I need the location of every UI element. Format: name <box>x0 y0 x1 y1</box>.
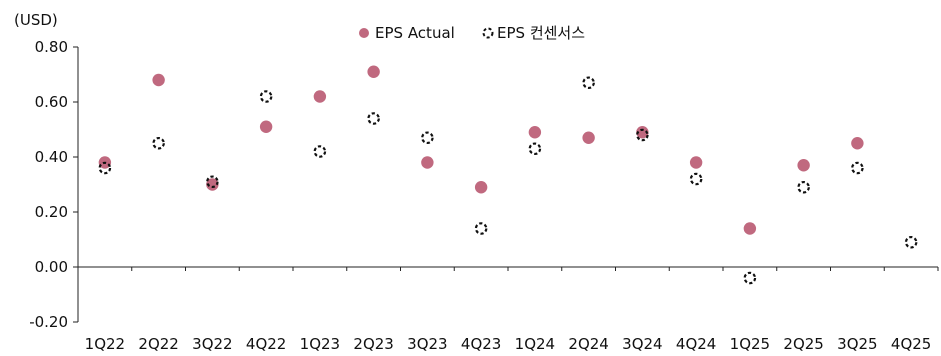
x-tick-label: 3Q23 <box>407 335 447 353</box>
x-tick-label: 2Q22 <box>138 335 178 353</box>
y-tick-label: 0.20 <box>35 203 68 221</box>
eps-actual-point <box>367 65 380 78</box>
eps-actual-point <box>797 159 810 172</box>
legend-marker-eps-actual <box>359 28 369 38</box>
eps-consensus-point <box>689 172 703 186</box>
y-tick-label: -0.20 <box>29 313 68 331</box>
x-tick-label: 4Q25 <box>891 335 931 353</box>
x-tick-label: 4Q22 <box>246 335 286 353</box>
eps-actual-point <box>421 156 434 169</box>
y-tick-label: 0.80 <box>35 38 68 56</box>
eps-consensus-point <box>367 112 380 125</box>
eps-consensus-point <box>743 271 757 285</box>
eps-actual-point <box>152 73 165 87</box>
x-tick-label: 3Q22 <box>192 335 232 353</box>
eps-actual-point <box>636 126 649 139</box>
legend-label-eps-actual: EPS Actual <box>375 24 455 42</box>
x-tick-label: 2Q25 <box>783 335 823 353</box>
eps-consensus-point <box>474 222 488 235</box>
y-tick-label: 0.40 <box>35 148 68 166</box>
eps-consensus-point <box>582 76 595 90</box>
eps-consensus-point <box>313 145 327 158</box>
eps-actual-point <box>689 156 703 169</box>
x-tick-label: 3Q25 <box>837 335 877 353</box>
eps-actual-point <box>259 120 273 133</box>
y-tick-label: 0.00 <box>35 258 68 276</box>
eps-consensus-point <box>421 131 434 145</box>
axes: -0.20 0.00 0.20 0.40 0.60 0.80 1Q22 2Q22 3Q22 4Q2… <box>29 38 939 353</box>
x-tick-label: 4Q23 <box>461 335 501 353</box>
x-tick-label: 2Q24 <box>568 335 608 353</box>
x-tick-label: 4Q24 <box>676 335 716 353</box>
x-tick-label: 1Q25 <box>730 335 770 353</box>
eps-consensus-point <box>528 142 542 156</box>
data-points <box>98 65 918 285</box>
eps-actual-point <box>582 131 595 144</box>
legend-label-eps-consensus: EPS 컨센서스 <box>497 24 585 42</box>
x-tick-label: 2Q23 <box>353 335 393 353</box>
x-tick-label: 1Q24 <box>515 335 555 353</box>
eps-consensus-point <box>152 136 165 150</box>
eps-actual-point <box>206 178 219 191</box>
y-tick-label: 0.60 <box>35 93 68 111</box>
eps-actual-point <box>313 90 327 103</box>
eps-consensus-point <box>206 175 219 189</box>
eps-consensus-point <box>904 235 918 249</box>
eps-consensus-point <box>851 161 864 175</box>
x-tick-label: 1Q23 <box>300 335 340 353</box>
eps-actual-point <box>743 222 757 235</box>
legend-marker-eps-consensus <box>482 27 494 39</box>
eps-consensus-point <box>259 90 273 103</box>
eps-consensus-point <box>636 128 649 142</box>
x-tick-label: 1Q22 <box>85 335 125 353</box>
eps-actual-point <box>528 126 542 139</box>
y-axis-unit-label: (USD) <box>14 11 58 29</box>
legend: EPS Actual EPS 컨센서스 <box>359 24 585 42</box>
eps-consensus-point <box>98 161 112 175</box>
eps-consensus-point <box>797 180 810 194</box>
eps-actual-point <box>474 181 488 194</box>
x-tick-label: 3Q24 <box>622 335 662 353</box>
eps-actual-point <box>851 137 864 150</box>
